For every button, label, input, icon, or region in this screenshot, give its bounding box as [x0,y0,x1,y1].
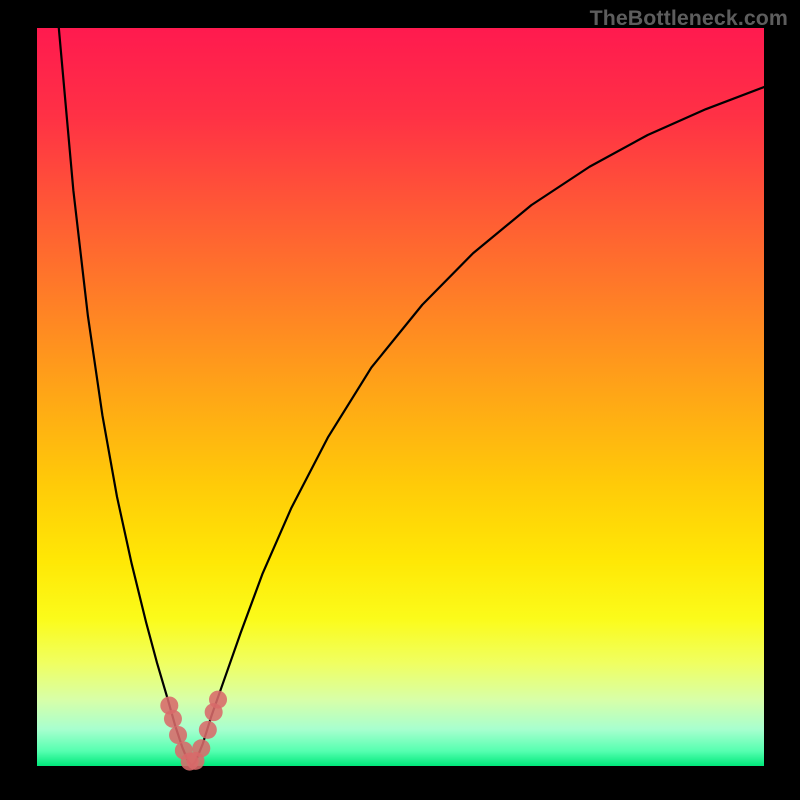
curve-marker [164,710,182,728]
watermark-text: TheBottleneck.com [590,6,788,31]
bottleneck-curve-chart [0,0,800,800]
plot-gradient-background [37,28,764,766]
curve-marker [209,691,227,709]
chart-container: TheBottleneck.com [0,0,800,800]
curve-marker [169,726,187,744]
curve-marker [199,721,217,739]
curve-marker [192,739,210,757]
